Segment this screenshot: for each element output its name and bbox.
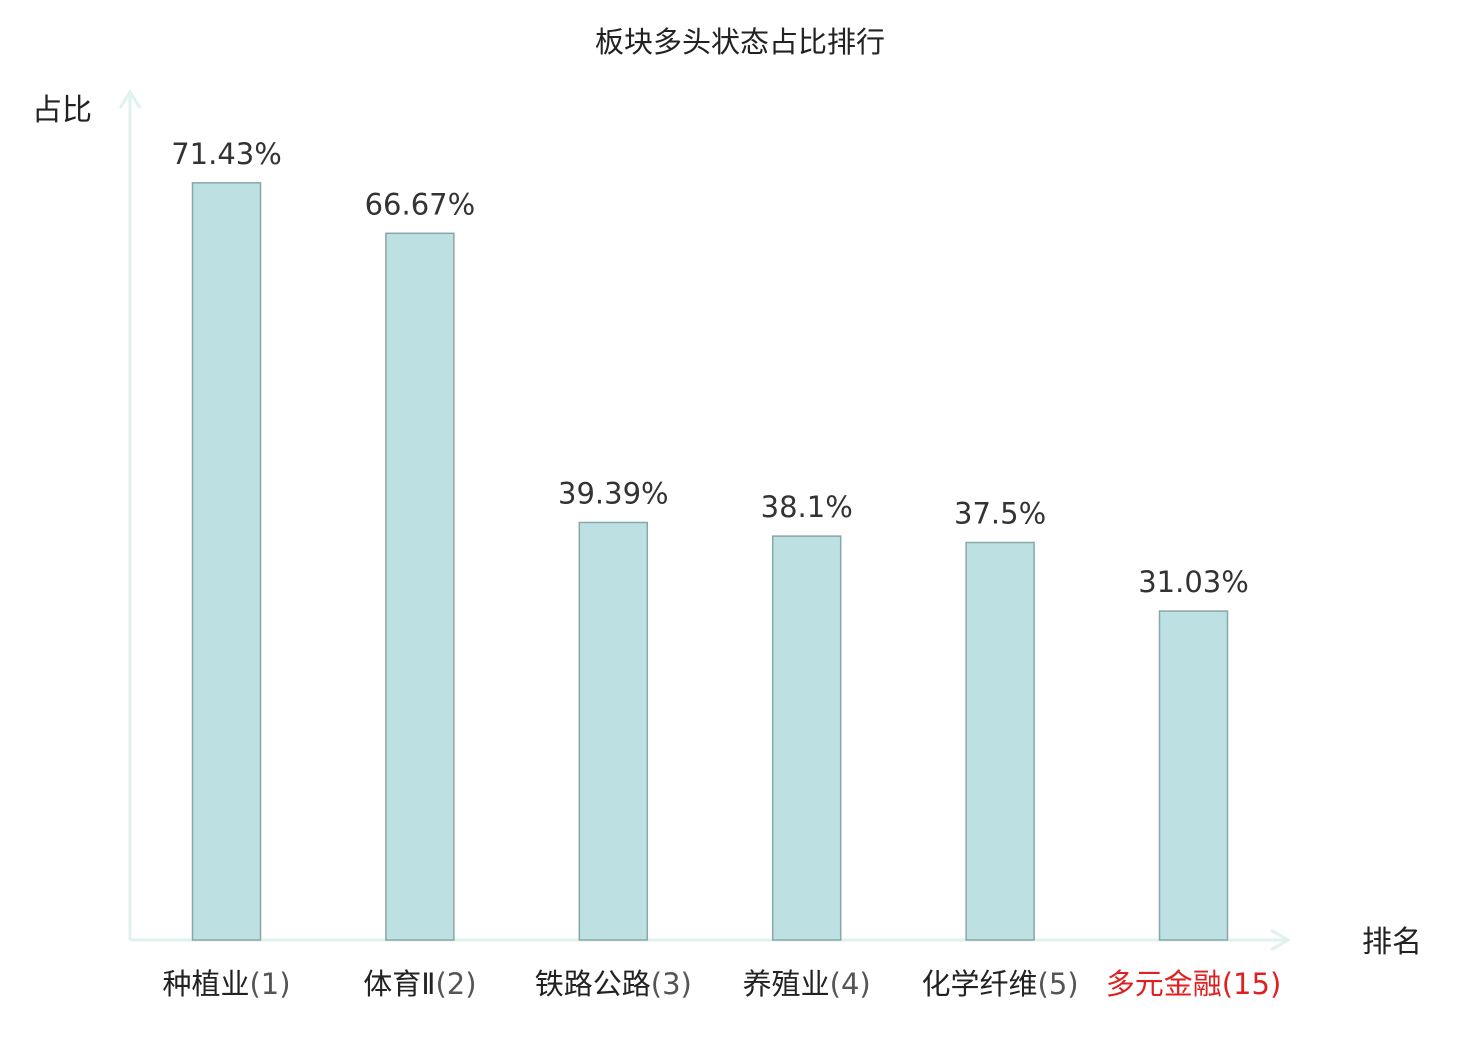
value-label-2: 66.67% xyxy=(365,187,476,221)
category-name: 体育Ⅱ xyxy=(363,967,435,1001)
category-label-6: 多元金融(15) xyxy=(1106,967,1282,1001)
y-axis xyxy=(118,89,142,940)
value-label-1: 71.43% xyxy=(171,137,282,171)
category-name: 化学纤维 xyxy=(922,967,1038,1001)
y-axis-arrow xyxy=(118,89,142,109)
x-axis-arrow xyxy=(1270,928,1291,952)
value-label-3: 39.39% xyxy=(558,476,669,510)
x-axis-label: 排名 xyxy=(1362,925,1422,960)
bars xyxy=(191,182,1229,941)
category-label-3: 铁路公路(3) xyxy=(535,967,692,1001)
x-axis xyxy=(130,928,1291,952)
value-label-4: 38.1% xyxy=(761,490,853,524)
category-labels: 种植业(1) 体育Ⅱ(2) 铁路公路(3) 养殖业(4) 化学纤维(5) 多元金融(15) xyxy=(162,967,1281,1001)
bar-3 xyxy=(578,521,649,941)
bar-4 xyxy=(771,535,842,941)
value-labels: 71.43% 66.67% 39.39% 38.1% 37.5% 31.03% xyxy=(171,137,1249,599)
y-axis-label: 占比 xyxy=(32,93,92,128)
bar-5 xyxy=(965,541,1035,941)
category-name: 种植业 xyxy=(162,967,249,1001)
category-label-1: 种植业(1) xyxy=(162,967,290,1001)
category-rank: (4) xyxy=(830,967,871,1001)
category-name: 养殖业 xyxy=(743,967,830,1001)
category-label-4: 养殖业(4) xyxy=(743,967,871,1001)
category-label-5: 化学纤维(5) xyxy=(922,967,1079,1001)
category-label-2: 体育Ⅱ(2) xyxy=(363,967,476,1001)
category-rank: (3) xyxy=(651,967,692,1001)
chart-title: 板块多头状态占比排行 xyxy=(595,25,885,59)
category-rank: (15) xyxy=(1222,967,1282,1001)
bar-2 xyxy=(385,232,455,941)
value-label-5: 37.5% xyxy=(954,497,1046,531)
bar-6 xyxy=(1158,610,1229,941)
bar-1 xyxy=(191,182,262,941)
category-name: 多元金融 xyxy=(1106,967,1222,1001)
value-label-6: 31.03% xyxy=(1138,565,1249,599)
category-rank: (2) xyxy=(435,967,476,1001)
category-name: 铁路公路 xyxy=(535,967,651,1001)
category-rank: (1) xyxy=(249,967,290,1001)
category-rank: (5) xyxy=(1038,967,1079,1001)
